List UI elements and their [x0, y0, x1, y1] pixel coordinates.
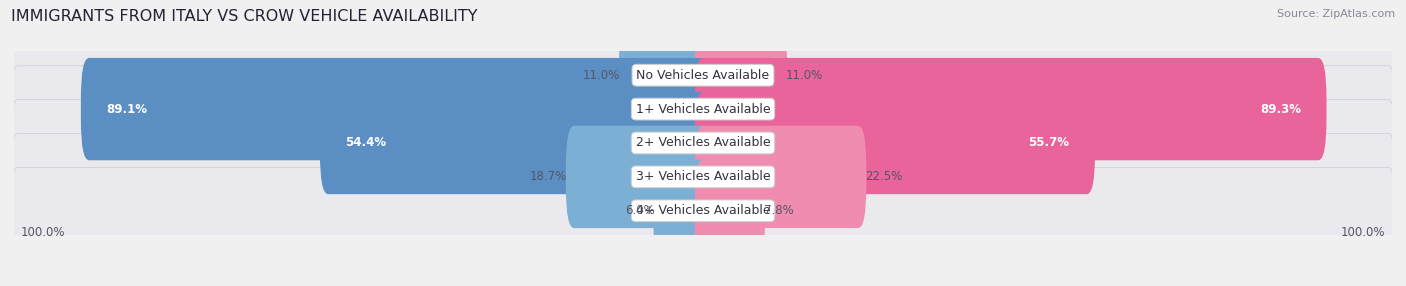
- FancyBboxPatch shape: [13, 32, 1393, 119]
- FancyBboxPatch shape: [695, 58, 1326, 160]
- Text: IMMIGRANTS FROM ITALY VS CROW VEHICLE AVAILABILITY: IMMIGRANTS FROM ITALY VS CROW VEHICLE AV…: [11, 9, 478, 23]
- Text: 18.7%: 18.7%: [530, 170, 567, 183]
- FancyBboxPatch shape: [695, 92, 1095, 194]
- FancyBboxPatch shape: [321, 92, 711, 194]
- Text: No Vehicles Available: No Vehicles Available: [637, 69, 769, 82]
- FancyBboxPatch shape: [13, 66, 1393, 152]
- Text: 22.5%: 22.5%: [865, 170, 903, 183]
- Text: 11.0%: 11.0%: [583, 69, 620, 82]
- Text: 55.7%: 55.7%: [1029, 136, 1070, 150]
- FancyBboxPatch shape: [654, 160, 711, 262]
- Text: Source: ZipAtlas.com: Source: ZipAtlas.com: [1277, 9, 1395, 19]
- FancyBboxPatch shape: [619, 24, 711, 126]
- Text: 3+ Vehicles Available: 3+ Vehicles Available: [636, 170, 770, 183]
- Text: 54.4%: 54.4%: [346, 136, 387, 150]
- FancyBboxPatch shape: [565, 126, 711, 228]
- FancyBboxPatch shape: [82, 58, 711, 160]
- FancyBboxPatch shape: [13, 167, 1393, 254]
- Text: 100.0%: 100.0%: [1340, 226, 1385, 239]
- Text: 11.0%: 11.0%: [786, 69, 823, 82]
- Text: 2+ Vehicles Available: 2+ Vehicles Available: [636, 136, 770, 150]
- Text: 6.0%: 6.0%: [626, 204, 655, 217]
- Text: 100.0%: 100.0%: [21, 226, 66, 239]
- Text: 4+ Vehicles Available: 4+ Vehicles Available: [636, 204, 770, 217]
- Text: 89.1%: 89.1%: [107, 103, 148, 116]
- Text: 89.3%: 89.3%: [1260, 103, 1301, 116]
- Text: 7.8%: 7.8%: [763, 204, 793, 217]
- FancyBboxPatch shape: [695, 160, 765, 262]
- FancyBboxPatch shape: [13, 100, 1393, 186]
- FancyBboxPatch shape: [13, 134, 1393, 220]
- FancyBboxPatch shape: [695, 126, 866, 228]
- FancyBboxPatch shape: [695, 24, 787, 126]
- Text: 1+ Vehicles Available: 1+ Vehicles Available: [636, 103, 770, 116]
